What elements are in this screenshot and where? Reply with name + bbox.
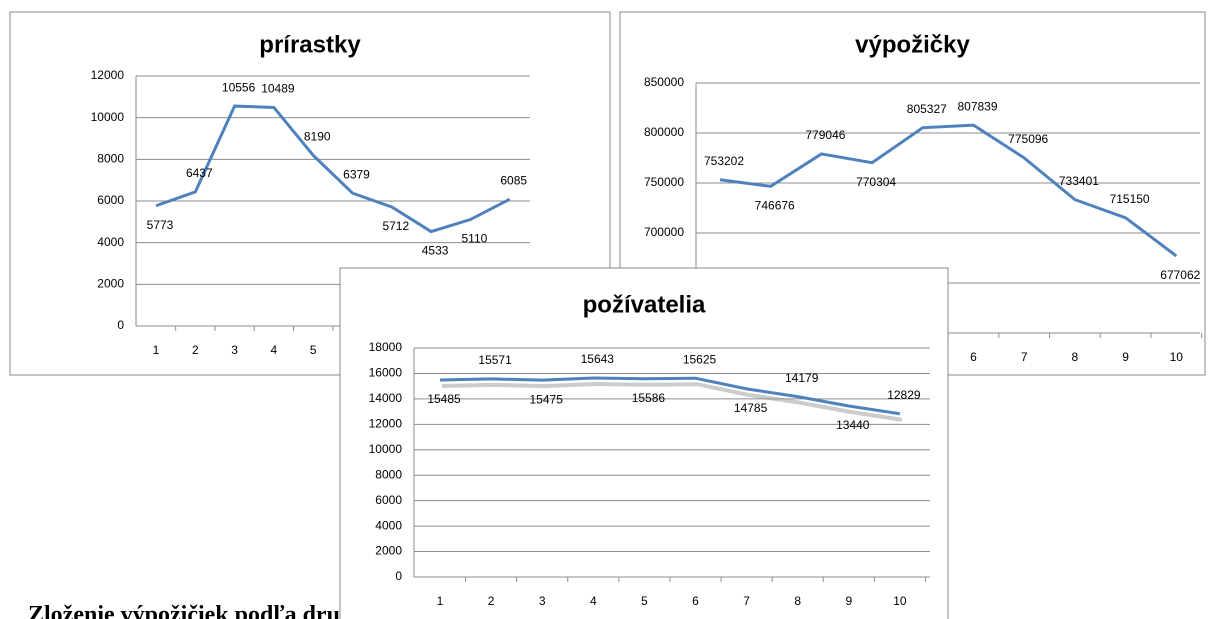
data-label: 5712	[382, 219, 409, 233]
data-label: 14785	[734, 401, 768, 415]
data-label: 8190	[304, 130, 331, 144]
data-label: 10556	[222, 80, 256, 94]
data-label: 5773	[147, 218, 174, 232]
y-tick-label: 8000	[97, 152, 124, 166]
y-tick-label: 6000	[375, 493, 402, 507]
panel	[339, 267, 949, 619]
x-tick-label: 3	[539, 594, 546, 608]
x-tick-label: 9	[845, 594, 852, 608]
x-tick-label: 6	[692, 594, 699, 608]
x-tick-label: 3	[231, 343, 238, 357]
data-label: 12829	[887, 388, 921, 402]
data-label: 15625	[683, 352, 717, 366]
y-tick-label: 12000	[369, 417, 403, 431]
series-line	[439, 376, 901, 416]
x-tick-label: 5	[310, 343, 317, 357]
y-tick-label: 0	[117, 318, 124, 332]
y-tick-label: 12000	[91, 68, 125, 82]
y-tick-label: 4000	[97, 235, 124, 249]
y-tick-label: 750000	[644, 175, 684, 189]
data-label: 779046	[805, 128, 845, 142]
data-label: 770304	[856, 175, 896, 189]
x-tick-label: 4	[271, 343, 278, 357]
series-line	[719, 123, 1178, 258]
x-tick-label: 2	[488, 594, 495, 608]
x-tick-label: 9	[1122, 350, 1129, 364]
data-label: 746676	[755, 198, 795, 212]
y-tick-label: 800000	[644, 125, 684, 139]
y-tick-label: 10000	[91, 110, 125, 124]
data-label: 6085	[500, 173, 527, 187]
line-shadow	[441, 381, 903, 422]
y-tick-label: 2000	[375, 544, 402, 558]
series-line	[155, 104, 511, 234]
x-tick-label: 7	[743, 594, 750, 608]
data-label: 805327	[907, 102, 947, 116]
x-tick-label: 1	[437, 594, 444, 608]
y-tick-label: 14000	[369, 391, 403, 405]
data-label: 15643	[581, 352, 615, 366]
y-tick-label: 8000	[375, 467, 402, 481]
caption: Zloženie výpožičiek podľa druhu v %	[28, 602, 415, 619]
y-tick-label: 700000	[644, 225, 684, 239]
y-tick-label: 0	[395, 569, 402, 583]
data-label: 733401	[1059, 174, 1099, 188]
data-label: 775096	[1008, 132, 1048, 146]
data-label: 15571	[478, 353, 512, 367]
x-tick-label: 10	[893, 594, 907, 608]
data-label: 753202	[704, 154, 744, 168]
chart: požívatelia02000400060008000100001200014…	[339, 267, 949, 619]
data-label: 715150	[1110, 192, 1150, 206]
data-label: 14179	[785, 371, 819, 385]
data-label: 13440	[836, 418, 870, 432]
data-label: 6437	[186, 166, 213, 180]
chart-title: prírastky	[259, 31, 361, 58]
data-label: 15475	[530, 392, 564, 406]
data-label: 5110	[461, 232, 487, 246]
data-label: 4533	[422, 244, 449, 258]
x-tick-label: 8	[794, 594, 801, 608]
y-tick-label: 4000	[375, 518, 402, 532]
x-tick-label: 1	[153, 343, 160, 357]
y-tick-label: 18000	[369, 340, 403, 354]
x-tick-label: 5	[641, 594, 648, 608]
x-tick-label: 8	[1072, 350, 1079, 364]
x-tick-label: 7	[1021, 350, 1028, 364]
x-tick-label: 10	[1170, 350, 1184, 364]
x-tick-label: 4	[590, 594, 597, 608]
data-label: 677062	[1160, 268, 1200, 282]
data-label: 15485	[427, 392, 461, 406]
x-tick-label: 2	[192, 343, 199, 357]
data-label: 15586	[632, 391, 666, 405]
y-tick-label: 850000	[644, 75, 684, 89]
x-tick-label: 6	[970, 350, 977, 364]
data-label: 6379	[343, 167, 370, 181]
y-tick-label: 6000	[97, 193, 124, 207]
chart-title: požívatelia	[583, 291, 706, 318]
y-tick-label: 16000	[369, 366, 403, 380]
y-tick-label: 10000	[369, 442, 403, 456]
y-tick-label: 2000	[97, 277, 124, 291]
chart-title: výpožičky	[855, 31, 970, 58]
data-label: 807839	[957, 99, 997, 113]
data-label: 10489	[261, 82, 295, 96]
